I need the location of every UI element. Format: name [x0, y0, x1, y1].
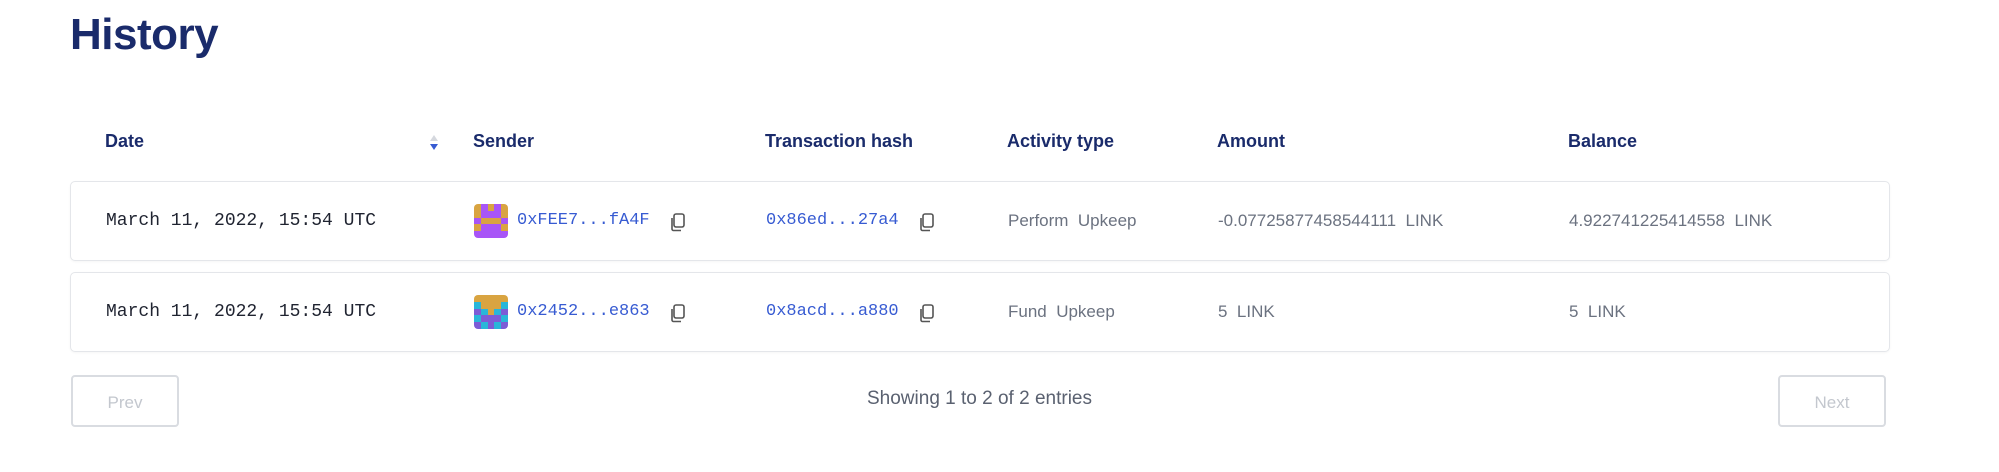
table-row: March 11, 2022, 15:54 UTC 0x2452...e863 …: [70, 272, 1890, 352]
balance-cell: 5 LINK: [1569, 302, 1626, 321]
identicon-pixel: [480, 210, 488, 218]
identicon-pixel: [501, 210, 508, 218]
identicon-pixel: [494, 295, 502, 302]
identicon-pixel: [480, 301, 488, 309]
identicon-pixel: [480, 204, 488, 211]
identicon-pixel: [501, 308, 508, 316]
column-header-balance: Balance: [1568, 131, 1638, 151]
copy-icon[interactable]: [918, 212, 936, 232]
identicon-pixel: [487, 224, 495, 232]
identicon-pixel: [480, 322, 488, 329]
identicon-pixel: [480, 315, 488, 323]
column-header-amount: Amount: [1217, 131, 1285, 151]
identicon-pixel: [487, 315, 495, 323]
identicon-pixel: [501, 224, 508, 232]
activity-type-cell: Fund Upkeep: [1008, 302, 1115, 321]
identicon-pixel: [474, 204, 481, 211]
identicon-pixel: [494, 217, 502, 225]
identicon-pixel: [494, 308, 502, 316]
identicon-pixel: [474, 308, 481, 316]
sender-address-link[interactable]: 0xFEE7...fA4F: [517, 211, 650, 230]
identicon-pixel: [501, 217, 508, 225]
sender-avatar: [474, 295, 508, 329]
transaction-hash-link[interactable]: 0x86ed...27a4: [766, 211, 899, 230]
identicon-pixel: [474, 231, 481, 238]
identicon-pixel: [480, 308, 488, 316]
identicon-pixel: [501, 315, 508, 323]
copy-icon[interactable]: [918, 303, 936, 323]
column-header-activity-type: Activity type: [1007, 131, 1115, 151]
prev-button[interactable]: Prev: [71, 375, 179, 427]
column-header-sender: Sender: [473, 131, 535, 151]
identicon-pixel: [474, 301, 481, 309]
identicon-pixel: [487, 322, 495, 329]
identicon-pixel: [501, 204, 508, 211]
sort-arrows-icon[interactable]: [428, 133, 440, 153]
identicon-pixel: [494, 315, 502, 323]
amount-cell: 5 LINK: [1218, 302, 1275, 321]
identicon-pixel: [494, 322, 502, 329]
copy-icon[interactable]: [669, 212, 687, 232]
sender-avatar: [474, 204, 508, 238]
identicon-pixel: [480, 217, 488, 225]
identicon-pixel: [501, 322, 508, 329]
identicon-pixel: [501, 231, 508, 238]
balance-cell: 4.922741225414558 LINK: [1569, 211, 1773, 230]
identicon-pixel: [494, 224, 502, 232]
amount-cell: -0.07725877458544111 LINK: [1218, 211, 1444, 230]
identicon-pixel: [487, 295, 495, 302]
identicon-pixel: [487, 308, 495, 316]
identicon-pixel: [494, 204, 502, 211]
identicon-pixel: [474, 295, 481, 302]
identicon-pixel: [480, 224, 488, 232]
identicon-pixel: [474, 217, 481, 225]
identicon-pixel: [487, 217, 495, 225]
sender-address-link[interactable]: 0x2452...e863: [517, 302, 650, 321]
identicon-pixel: [487, 231, 495, 238]
identicon-pixel: [501, 301, 508, 309]
identicon-pixel: [494, 210, 502, 218]
identicon-pixel: [487, 301, 495, 309]
identicon-pixel: [494, 301, 502, 309]
transaction-hash-link[interactable]: 0x8acd...a880: [766, 302, 899, 321]
activity-type-cell: Perform Upkeep: [1008, 211, 1137, 230]
table-row: March 11, 2022, 15:54 UTC 0xFEE7...fA4F …: [70, 181, 1890, 261]
identicon-pixel: [487, 210, 495, 218]
copy-icon[interactable]: [669, 303, 687, 323]
identicon-pixel: [480, 231, 488, 238]
identicon-pixel: [501, 295, 508, 302]
identicon-pixel: [474, 315, 481, 323]
identicon-pixel: [474, 224, 481, 232]
date-cell: March 11, 2022, 15:54 UTC: [106, 302, 377, 322]
identicon-pixel: [480, 295, 488, 302]
date-cell: March 11, 2022, 15:54 UTC: [106, 211, 377, 231]
identicon-pixel: [494, 231, 502, 238]
next-button[interactable]: Next: [1778, 375, 1886, 427]
identicon-pixel: [487, 204, 495, 211]
pagination-summary: Showing 1 to 2 of 2 entries: [867, 388, 1092, 409]
identicon-pixel: [474, 210, 481, 218]
identicon-pixel: [474, 322, 481, 329]
column-header-date[interactable]: Date: [105, 131, 145, 151]
column-header-transaction-hash: Transaction hash: [765, 131, 914, 151]
page-title: History: [70, 10, 219, 59]
